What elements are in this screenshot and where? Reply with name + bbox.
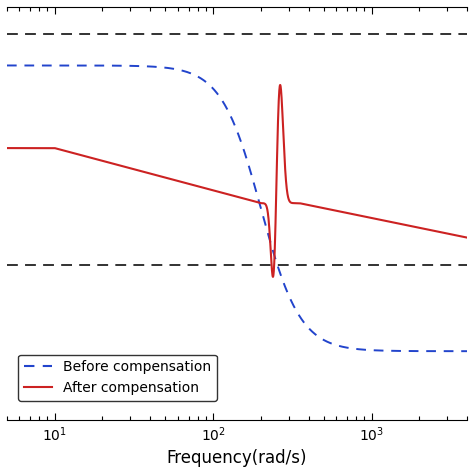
Legend: Before compensation, After compensation: Before compensation, After compensation bbox=[18, 355, 217, 401]
X-axis label: Frequency(rad/s): Frequency(rad/s) bbox=[167, 449, 307, 467]
